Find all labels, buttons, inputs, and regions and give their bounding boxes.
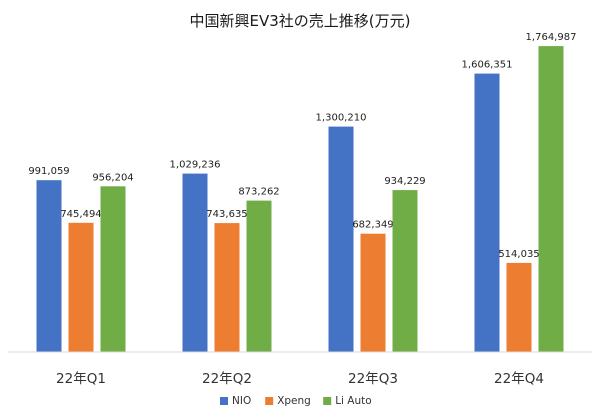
category-label: 22年Q3 (348, 371, 398, 387)
chart-title: 中国新興EV3社の売上推移(万元) (190, 12, 411, 30)
bar-li-auto-1 (100, 186, 126, 352)
data-label: 1,300,210 (316, 113, 367, 124)
data-label: 934,229 (384, 176, 425, 187)
legend-item-li-auto: Li Auto (323, 395, 372, 407)
legend-swatch (323, 397, 332, 405)
data-label: 1,606,351 (462, 60, 513, 71)
data-label: 991,059 (28, 166, 69, 177)
legend-item-nio: NIO (220, 395, 251, 407)
bar-nio-3 (328, 126, 354, 352)
data-label: 514,035 (498, 249, 539, 260)
bar-nio-4 (474, 73, 500, 352)
bar-xpeng-1 (68, 222, 94, 352)
bar-xpeng-4 (506, 262, 532, 352)
data-label: 745,494 (60, 209, 101, 220)
data-label: 682,349 (352, 220, 393, 231)
bar-xpeng-3 (360, 233, 386, 352)
legend-item-xpeng: Xpeng (265, 395, 311, 407)
bar-nio-2 (182, 173, 208, 352)
bar-li-auto-4 (538, 46, 564, 352)
category-labels: 22年Q1 22年Q2 22年Q3 22年Q4 (56, 371, 544, 387)
bar-xpeng-2 (214, 223, 240, 352)
legend-label: Xpeng (277, 395, 311, 407)
category-label: 22年Q2 (202, 371, 252, 387)
category-label: 22年Q4 (494, 371, 544, 387)
bar-li-auto-2 (246, 200, 272, 352)
data-label: 956,204 (92, 172, 133, 183)
data-label: 743,635 (206, 209, 247, 220)
legend-swatch (220, 397, 228, 405)
legend-label: NIO (232, 395, 251, 407)
bar-li-auto-3 (392, 190, 418, 352)
bars-layer: 991,059 745,494 956,204 1,029,236 743,635 873… (28, 32, 576, 352)
bar-nio-1 (36, 180, 62, 352)
legend-swatch (265, 397, 274, 405)
legend-label: Li Auto (335, 395, 371, 407)
data-label: 1,029,236 (170, 160, 221, 171)
data-label: 1,764,987 (526, 32, 577, 43)
category-label: 22年Q1 (56, 371, 106, 387)
legend: NIO Xpeng Li Auto (220, 395, 372, 407)
data-label: 873,262 (238, 187, 279, 198)
